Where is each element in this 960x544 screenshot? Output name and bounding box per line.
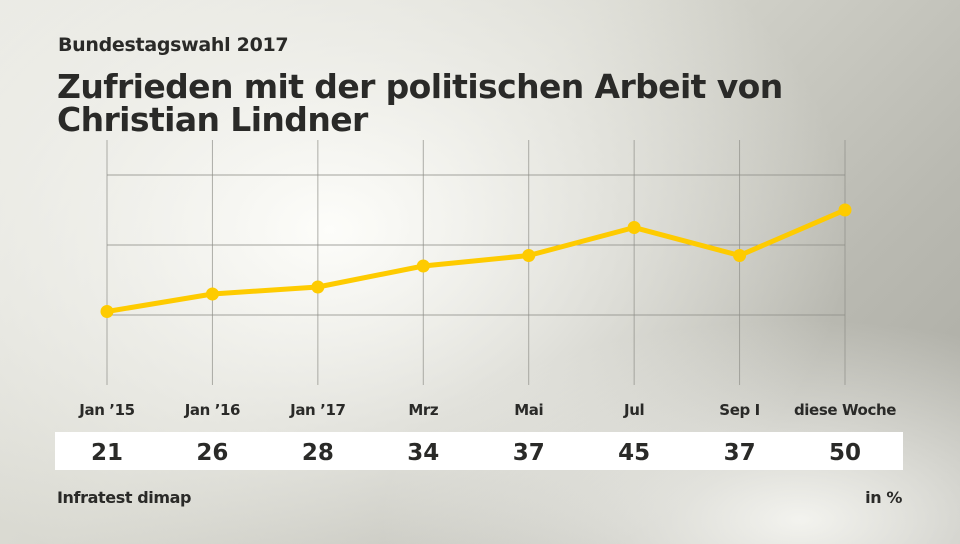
- data-point: [205, 287, 219, 301]
- value-label: 50: [829, 440, 861, 466]
- data-point: [416, 259, 430, 273]
- chart-subtitle: Bundestagswahl 2017: [58, 34, 289, 56]
- chart-title: Zufrieden mit der politischen Arbeit von…: [57, 67, 783, 139]
- data-point: [627, 221, 641, 234]
- data-point: [733, 249, 747, 262]
- x-tick-label: Mai: [514, 401, 543, 419]
- series-zufrieden: [100, 203, 852, 318]
- x-tick-label: Jan ’15: [78, 401, 134, 419]
- x-tick-label: Jan ’17: [289, 401, 345, 419]
- value-label: 34: [407, 440, 439, 466]
- data-point: [100, 305, 114, 318]
- value-label: 45: [618, 440, 650, 466]
- data-point: [838, 203, 852, 217]
- value-label: 37: [513, 440, 545, 466]
- x-axis-labels: Jan ’15 Jan ’16 Jan ’17 Mrz Mai Jul Sep I diese…: [78, 401, 896, 419]
- value-labels: 21 26 28 34 37 45 37 50: [91, 440, 861, 466]
- vertical-gridlines: [106, 140, 846, 385]
- series-line: [104, 207, 848, 314]
- data-point: [311, 280, 325, 294]
- x-tick-label: diese Woche: [794, 401, 896, 419]
- x-tick-label: Mrz: [408, 401, 439, 419]
- value-label: 26: [196, 440, 228, 466]
- source-label: Infratest dimap: [57, 488, 192, 507]
- horizontal-gridlines: [107, 174, 845, 316]
- x-tick-label: Sep I: [719, 401, 760, 419]
- value-label: 21: [91, 440, 123, 466]
- value-label: 37: [724, 440, 756, 466]
- x-tick-label: Jul: [623, 401, 644, 419]
- value-band: [55, 432, 903, 470]
- unit-label: in %: [865, 488, 902, 507]
- x-tick-label: Jan ’16: [184, 401, 240, 419]
- data-point: [522, 249, 536, 262]
- value-label: 28: [302, 440, 334, 466]
